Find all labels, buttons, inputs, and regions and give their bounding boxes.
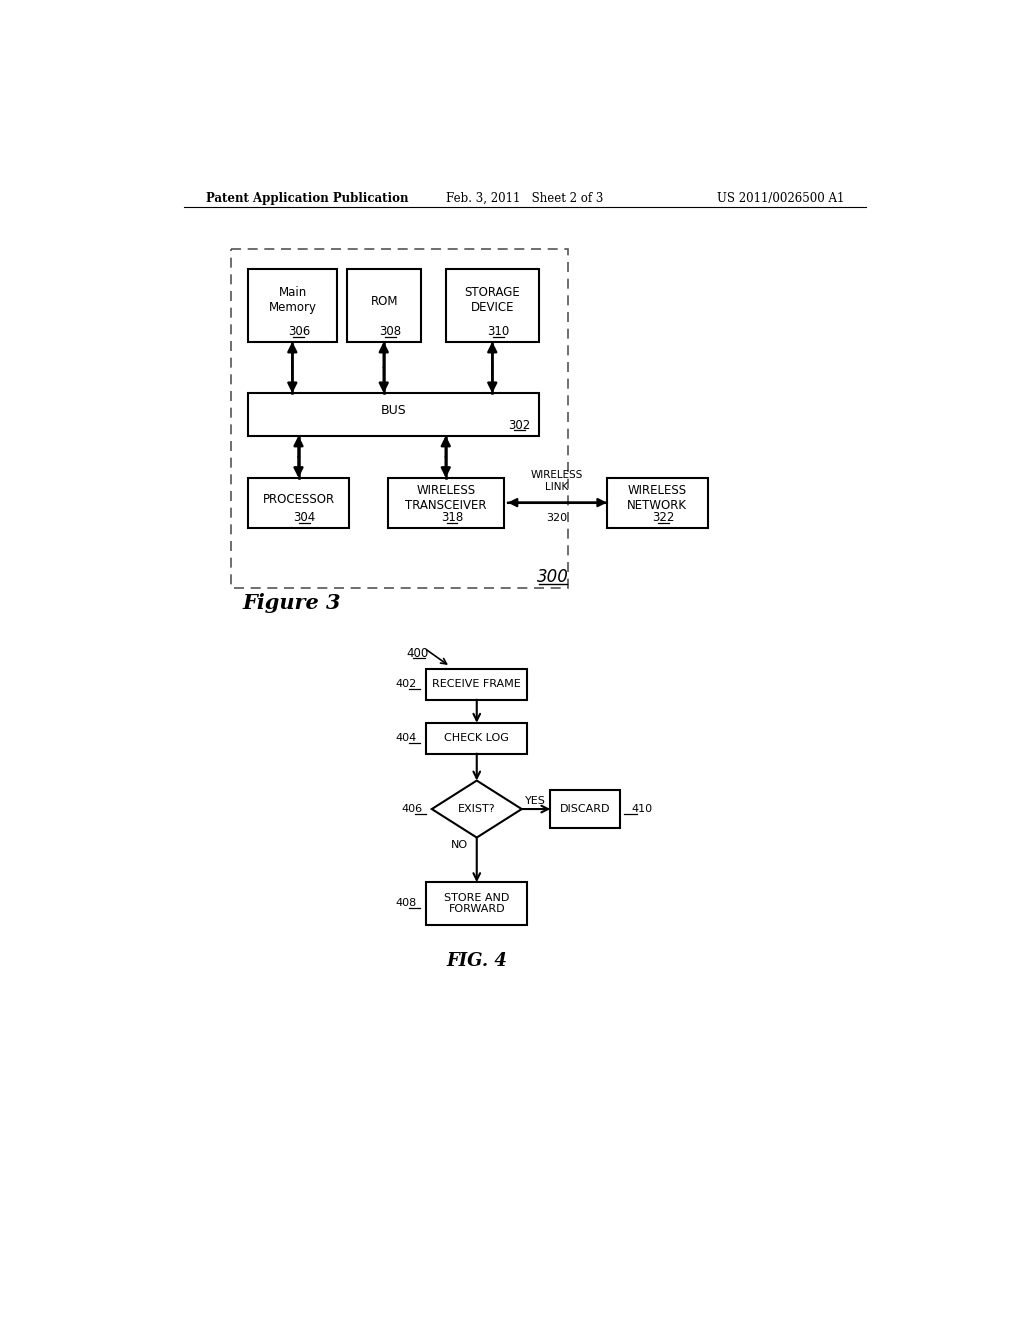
Text: STORAGE
DEVICE: STORAGE DEVICE (464, 286, 520, 314)
Bar (550, 789, 621, 829)
Text: 302: 302 (508, 418, 530, 432)
Bar (426, 723, 527, 754)
Text: RECEIVE FRAME: RECEIVE FRAME (432, 680, 521, 689)
Bar (388, 478, 504, 528)
Text: STORE AND
FORWARD: STORE AND FORWARD (444, 892, 509, 915)
Bar (426, 669, 527, 700)
Text: 408: 408 (396, 899, 417, 908)
Text: 410: 410 (632, 804, 653, 814)
Text: YES: YES (524, 796, 546, 807)
Text: ROM: ROM (371, 294, 398, 308)
Text: Figure 3: Figure 3 (243, 594, 341, 614)
Text: 300: 300 (537, 568, 568, 586)
Text: NO: NO (452, 841, 468, 850)
Text: DISCARD: DISCARD (560, 804, 610, 814)
Text: 320: 320 (546, 513, 567, 523)
Text: WIRELESS
LINK: WIRELESS LINK (530, 470, 583, 492)
Text: Main
Memory: Main Memory (268, 286, 316, 314)
Polygon shape (432, 780, 521, 838)
Bar (248, 268, 337, 342)
Text: 322: 322 (652, 511, 675, 524)
Text: WIRELESS
TRANSCEIVER: WIRELESS TRANSCEIVER (406, 484, 486, 512)
Text: 310: 310 (487, 325, 510, 338)
Text: WIRELESS
NETWORK: WIRELESS NETWORK (628, 484, 687, 512)
Bar (248, 478, 349, 528)
Text: 400: 400 (407, 647, 429, 660)
Text: FIG. 4: FIG. 4 (446, 952, 507, 970)
Bar (426, 882, 527, 924)
Bar (607, 478, 708, 528)
Text: EXIST?: EXIST? (458, 804, 496, 814)
Text: Patent Application Publication: Patent Application Publication (206, 191, 408, 205)
Bar (445, 268, 539, 342)
Text: Feb. 3, 2011   Sheet 2 of 3: Feb. 3, 2011 Sheet 2 of 3 (446, 191, 603, 205)
Text: BUS: BUS (381, 404, 407, 417)
Text: 406: 406 (401, 804, 423, 814)
Text: 308: 308 (379, 325, 401, 338)
Text: 306: 306 (288, 325, 310, 338)
Bar (248, 393, 539, 436)
Text: US 2011/0026500 A1: US 2011/0026500 A1 (717, 191, 844, 205)
Bar (347, 268, 421, 342)
Text: CHECK LOG: CHECK LOG (444, 733, 509, 743)
Text: 304: 304 (294, 511, 315, 524)
Text: 318: 318 (440, 511, 463, 524)
Text: 402: 402 (396, 680, 417, 689)
Text: PROCESSOR: PROCESSOR (262, 492, 335, 506)
Text: 404: 404 (396, 733, 417, 743)
